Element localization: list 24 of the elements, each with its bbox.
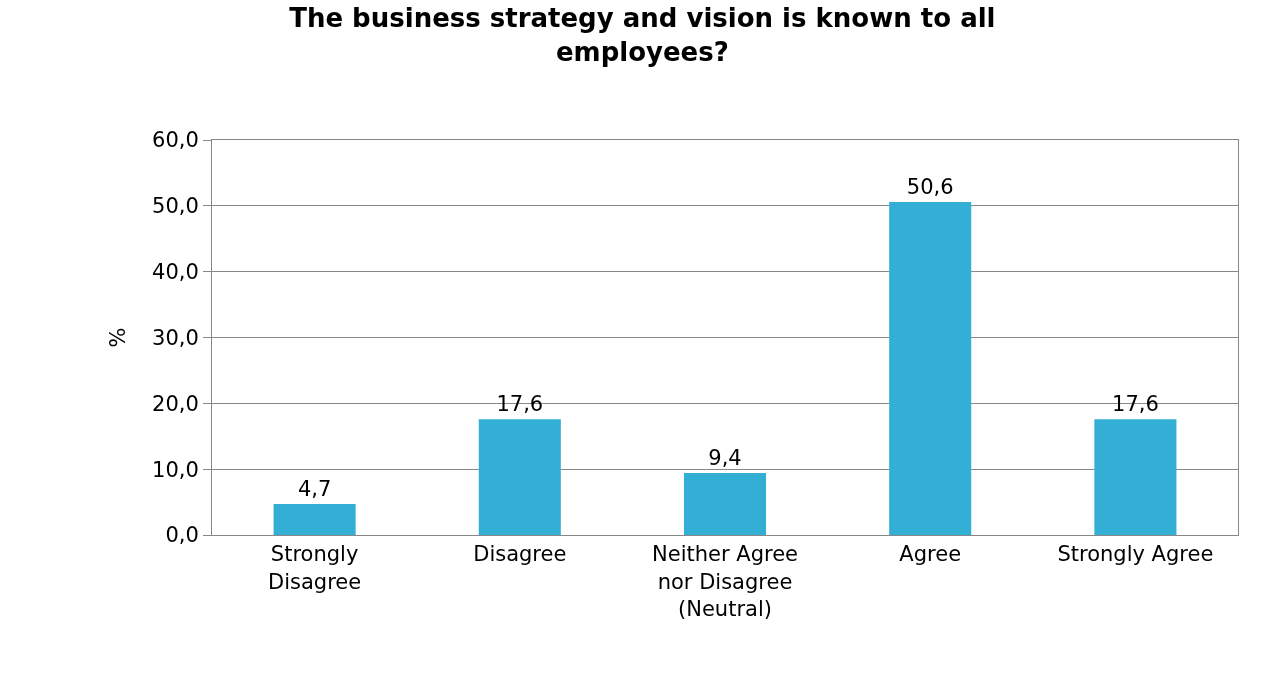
bar xyxy=(683,473,767,535)
x-tick-label: Neither Agree nor Disagree (Neutral) xyxy=(652,542,798,621)
y-tick-label: 60,0 xyxy=(152,128,199,153)
data-label: 50,6 xyxy=(906,174,954,199)
y-tick-label: 30,0 xyxy=(152,325,199,350)
y-axis-title: % xyxy=(106,327,131,348)
y-tick-label: 10,0 xyxy=(152,457,199,482)
bar xyxy=(478,419,561,535)
data-label: 17,6 xyxy=(496,392,544,417)
x-tick-label: Strongly Disagree xyxy=(268,542,362,594)
chart-title: The business strategy and vision is known to all employees? xyxy=(289,3,996,68)
y-tick-label: 40,0 xyxy=(152,260,199,285)
bar xyxy=(1094,419,1177,535)
y-tick-label: 20,0 xyxy=(152,391,199,416)
data-label: 9,4 xyxy=(708,446,742,471)
data-label: 17,6 xyxy=(1112,392,1159,417)
x-tick-label: Agree xyxy=(899,542,962,567)
y-tick-label: 50,0 xyxy=(152,194,199,219)
y-tick-label: 0,0 xyxy=(165,523,199,548)
bar xyxy=(273,504,356,535)
data-label: 4,7 xyxy=(297,477,332,502)
bar xyxy=(889,201,972,535)
x-tick-label: Disagree xyxy=(473,542,567,567)
x-tick-label: Strongly Agree xyxy=(1057,542,1214,567)
